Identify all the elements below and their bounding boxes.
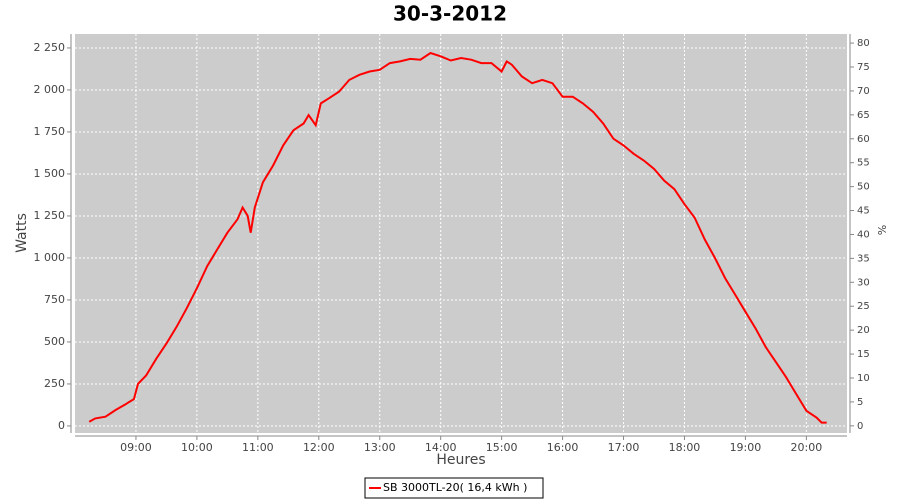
y-axis-label: Watts	[14, 213, 30, 253]
legend-label: SB 3000TL-20( 16,4 kWh )	[383, 481, 527, 494]
y2-tick-label: 15	[857, 349, 870, 360]
y2-axis-label: %	[875, 225, 888, 235]
plot-area	[75, 34, 847, 433]
y2-tick-label: 80	[857, 38, 870, 49]
x-tick-label: 19:00	[730, 441, 762, 454]
x-tick-label: 18:00	[669, 441, 701, 454]
y2-tick-label: 50	[857, 182, 870, 193]
series-line	[88, 51, 827, 424]
y2-tick-label: 70	[857, 86, 870, 97]
legend-box	[364, 477, 544, 499]
y2-tick-label: 0	[857, 421, 863, 432]
y2-tick-label: 60	[857, 134, 870, 145]
y-tick-label: 2 000	[34, 83, 66, 96]
y-tick-label: 750	[44, 293, 65, 306]
y-tick-label: 0	[58, 419, 65, 432]
x-tick-label: 15:00	[486, 441, 518, 454]
y-tick-label: 1 500	[34, 167, 66, 180]
chart-title: 30-3-2012	[393, 2, 507, 26]
y2-tick-label: 45	[857, 206, 870, 217]
y2-tick-label: 65	[857, 110, 870, 121]
y2-tick-label: 75	[857, 62, 870, 73]
x-tick-label: 14:00	[425, 441, 457, 454]
y2-tick-label: 10	[857, 373, 870, 384]
y2-tick-label: 30	[857, 277, 870, 288]
y-tick-label: 1 250	[34, 209, 66, 222]
y-tick-label: 1 750	[34, 125, 66, 138]
y2-tick-label: 20	[857, 325, 870, 336]
y-tick-label: 1 000	[34, 251, 66, 264]
y2-tick-label: 55	[857, 158, 870, 169]
x-tick-label: 13:00	[364, 441, 396, 454]
x-tick-label: 09:00	[120, 441, 152, 454]
x-tick-label: 10:00	[181, 441, 213, 454]
x-tick-label: 16:00	[547, 441, 579, 454]
y-tick-label: 500	[44, 335, 65, 348]
y2-tick-label: 40	[857, 229, 870, 240]
x-tick-label: 17:00	[608, 441, 640, 454]
x-tick-label: 11:00	[242, 441, 274, 454]
x-axis-label: Heures	[436, 452, 485, 468]
y2-tick-label: 35	[857, 253, 870, 264]
y2-tick-label: 5	[857, 397, 863, 408]
x-tick-label: 12:00	[303, 441, 335, 454]
x-tick-label: 20:00	[791, 441, 823, 454]
y2-tick-label: 25	[857, 301, 870, 312]
y-tick-label: 2 250	[34, 41, 66, 54]
y-tick-label: 250	[44, 377, 65, 390]
